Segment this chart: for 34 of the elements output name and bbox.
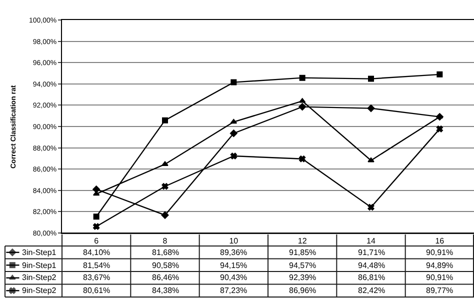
legend-label: 9in-Step1	[22, 261, 57, 270]
data-label: 87,23%	[220, 286, 248, 295]
data-label: 94,89%	[426, 261, 454, 270]
legend-label: 9in-Step2	[22, 286, 57, 295]
legend-label: 3in-Step1	[22, 248, 57, 257]
legend-label: 3in-Step2	[22, 273, 57, 282]
data-label: 92,39%	[289, 273, 316, 282]
data-label: 94,48%	[358, 261, 386, 270]
data-label: 81,54%	[83, 261, 110, 270]
x-tick-label: 12	[298, 236, 308, 246]
data-label: 89,36%	[220, 248, 248, 257]
x-tick-label: 10	[229, 236, 239, 246]
x-tick-label: 8	[162, 236, 168, 246]
data-label: 91,85%	[289, 248, 316, 257]
data-label: 86,46%	[152, 273, 180, 282]
data-label: 84,10%	[83, 248, 110, 257]
data-label: 86,96%	[289, 286, 316, 295]
data-label: 84,38%	[152, 286, 180, 295]
data-label: 94,15%	[220, 261, 248, 270]
data-label: 90,91%	[426, 273, 454, 282]
data-label: 89,77%	[426, 286, 454, 295]
data-label: 82,42%	[358, 286, 386, 295]
data-label: 94,57%	[289, 261, 316, 270]
data-label: 91,71%	[358, 248, 386, 257]
x-tick-label: 6	[94, 236, 100, 246]
x-tick-label: 14	[366, 236, 376, 246]
data-label: 81,68%	[152, 248, 180, 257]
data-label: 86,81%	[358, 273, 386, 282]
data-label: 80,61%	[83, 286, 110, 295]
x-tick-label: 16	[435, 236, 445, 246]
data-label: 90,43%	[220, 273, 248, 282]
data-label: 90,91%	[426, 248, 454, 257]
data-label: 83,67%	[83, 273, 110, 282]
data-label: 90,58%	[152, 261, 180, 270]
